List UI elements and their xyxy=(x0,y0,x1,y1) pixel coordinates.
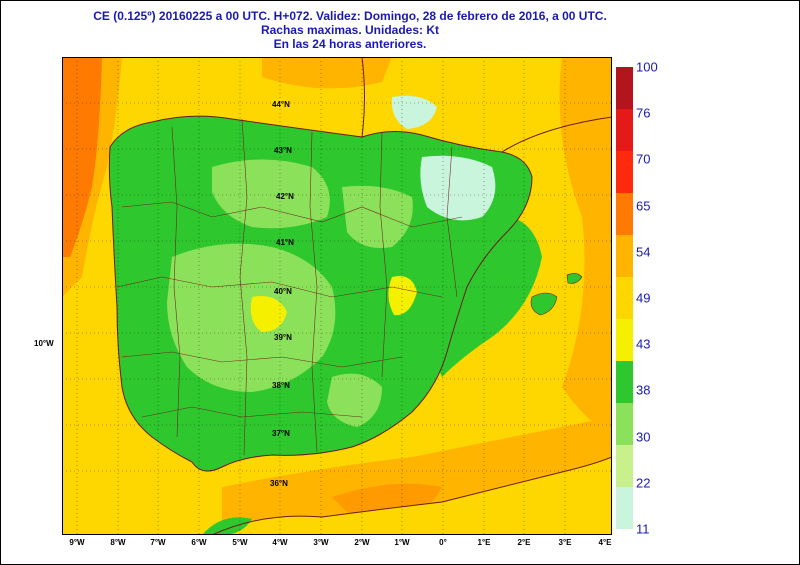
legend-swatch xyxy=(616,235,633,278)
map-border xyxy=(62,57,612,535)
legend-label: 76 xyxy=(636,105,651,121)
legend-label: 54 xyxy=(636,244,651,260)
title-line-2: Rachas maximas. Unidades: Kt xyxy=(260,23,440,37)
legend-swatch xyxy=(616,277,633,320)
coastline xyxy=(108,115,533,472)
legend-label: 65 xyxy=(636,198,651,214)
lon-label-4w: 4°W xyxy=(272,538,288,547)
legend-label: 11 xyxy=(636,521,650,537)
east-orange xyxy=(559,57,612,437)
lon-label-5w: 5°W xyxy=(232,538,248,547)
legend-label: 38 xyxy=(636,382,651,398)
legend-label: 100 xyxy=(636,59,658,75)
legend-swatch xyxy=(616,109,633,152)
legend-swatch xyxy=(616,445,633,488)
legend-swatch xyxy=(616,487,633,529)
pale-pyrenees xyxy=(420,155,496,221)
menorca xyxy=(566,273,583,284)
legend-label: 30 xyxy=(636,429,651,445)
legend-swatch xyxy=(616,361,633,404)
lat-label-40: 40°N xyxy=(274,287,292,296)
yellow-east xyxy=(388,276,417,316)
lon-label-1e: 1°E xyxy=(477,538,491,547)
lon-label-9w: 9°W xyxy=(69,538,85,547)
southeast-light xyxy=(327,373,382,427)
legend-swatch xyxy=(616,151,633,194)
med-green xyxy=(438,215,542,377)
africa-green xyxy=(202,517,252,535)
africa-coast xyxy=(212,457,612,535)
atlantic-dark-orange xyxy=(62,57,102,257)
legend-label: 49 xyxy=(636,290,651,306)
side-lon-label: 10°W xyxy=(34,339,54,348)
france-border xyxy=(361,57,612,153)
lat-label-37: 37°N xyxy=(272,429,290,438)
lon-label-2e: 2°E xyxy=(517,538,531,547)
lon-label-1w: 1°W xyxy=(394,538,410,547)
legend-swatch xyxy=(616,403,633,446)
lat-label-39: 39°N xyxy=(274,333,292,342)
yellow-center xyxy=(250,296,287,332)
color-legend xyxy=(616,67,633,529)
lat-label-38: 38°N xyxy=(272,381,290,390)
lat-label-42: 42°N xyxy=(276,192,294,201)
title-line-3: En las 24 horas anteriores. xyxy=(273,37,427,51)
lat-labels: 44°N 43°N 42°N 41°N 40°N 39°N 38°N 37°N … xyxy=(270,100,294,488)
meseta-light xyxy=(167,243,336,392)
title-line-1: CE (0.125º) 20160225 a 00 UTC. H+072. Va… xyxy=(93,9,607,23)
lon-label-2w: 2°W xyxy=(354,538,370,547)
wind-gust-map: 44°N 43°N 42°N 41°N 40°N 39°N 38°N 37°N … xyxy=(62,57,612,535)
lat-label-43: 43°N xyxy=(274,146,292,155)
ebro-light xyxy=(342,185,413,248)
lon-label-8w: 8°W xyxy=(110,538,126,547)
lon-label-3e: 3°E xyxy=(558,538,572,547)
legend-swatch xyxy=(616,67,633,110)
legend-label: 70 xyxy=(636,151,651,167)
legend-swatch xyxy=(616,193,633,236)
mallorca xyxy=(530,292,558,316)
lon-label-4e: 4°E xyxy=(598,538,612,547)
legend-label: 43 xyxy=(636,336,651,352)
legend-label: 22 xyxy=(636,475,651,491)
lon-label-6w: 6°W xyxy=(191,538,207,547)
lon-label-3w: 3°W xyxy=(313,538,329,547)
lon-label-0: 0° xyxy=(439,538,447,547)
lon-label-7w: 7°W xyxy=(150,538,166,547)
lat-label-41: 41°N xyxy=(276,238,294,247)
biscay-orange xyxy=(262,57,392,89)
lat-label-44: 44°N xyxy=(272,100,290,109)
lat-label-36: 36°N xyxy=(270,479,288,488)
pale-cantabric xyxy=(391,95,437,129)
legend-swatch xyxy=(616,319,633,362)
